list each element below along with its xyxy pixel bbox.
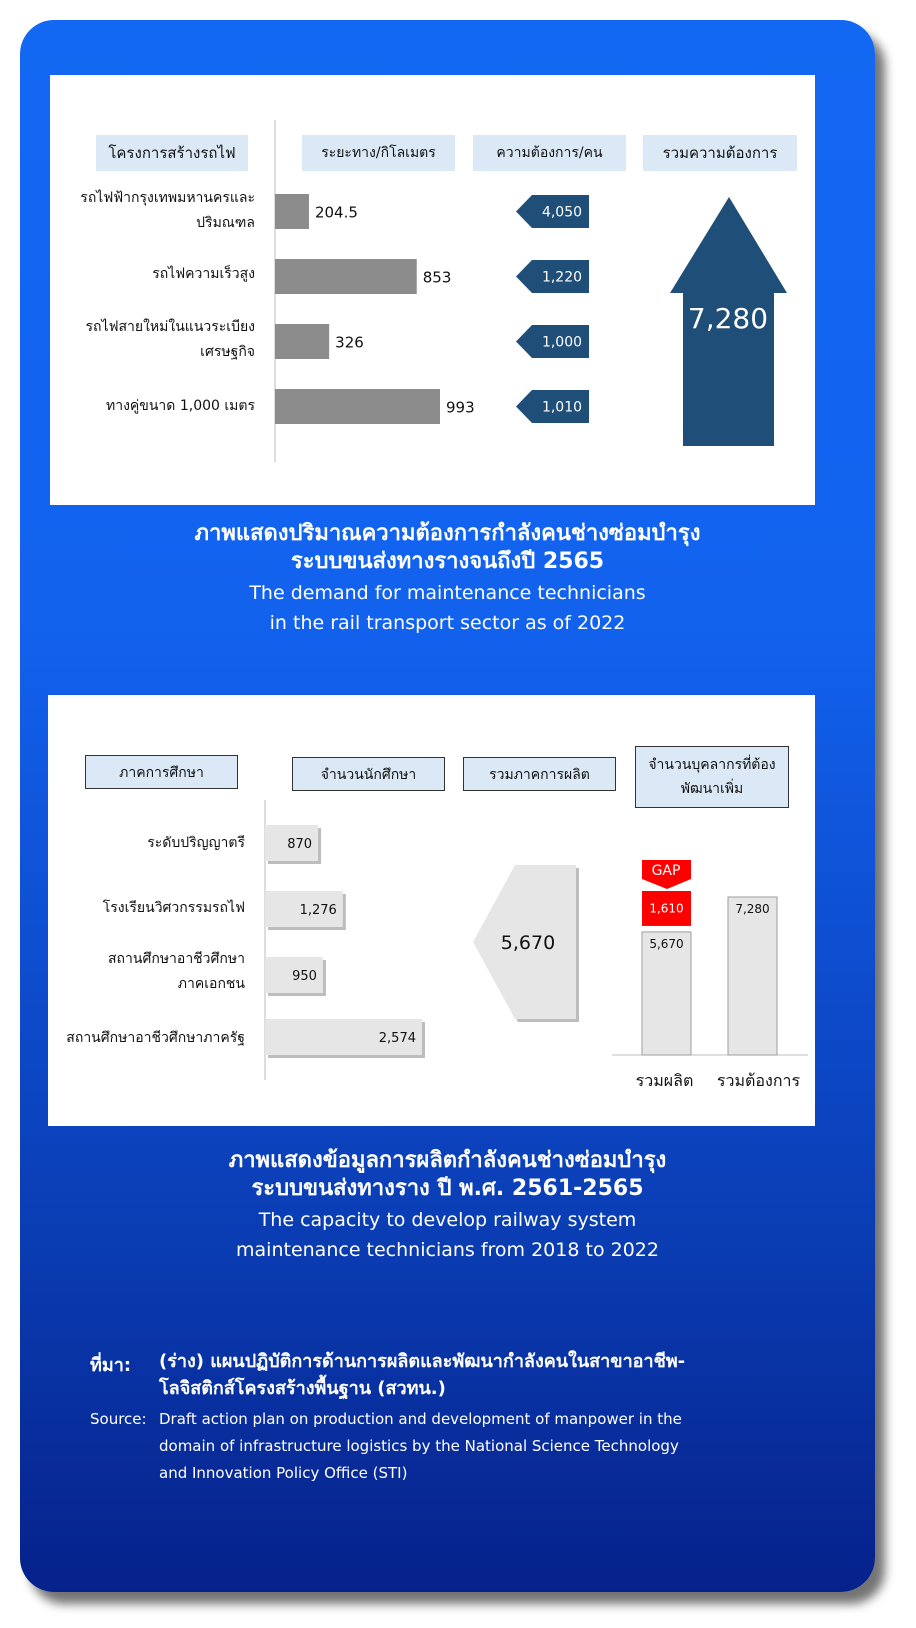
source-line: domain of infrastructure logistics by th… (159, 1437, 679, 1455)
caption-title-en: maintenance technicians from 2018 to 202… (236, 1239, 659, 1261)
caption-title-th: ระบบขนส่งทางรางจนถึงปี 2565 (290, 549, 605, 574)
category-label-line: สถานศึกษาอาชีวศึกษาภาครัฐ (66, 1030, 245, 1046)
source-th-label: ที่มา: (90, 1355, 132, 1376)
caption-title-th: ภาพแสดงข้อมูลการผลิตกำลังคนช่างซ่อมบำรุง (228, 1148, 667, 1173)
header-production-total: รวมภาคการผลิต (463, 757, 616, 791)
category-label-line: ระดับปริญญาตรี (147, 835, 245, 851)
source-line: and Innovation Policy Office (STI) (159, 1464, 408, 1482)
category-label-line: ทางคู่ขนาด 1,000 เมตร (106, 398, 255, 414)
header-projects: โครงการสร้างรถไฟ (96, 135, 248, 171)
source-en-text: Draft action plan on production and deve… (159, 1406, 839, 1487)
category-label: สถานศึกษาอาชีวศึกษาภาครัฐ (30, 1026, 245, 1051)
category-label-line: รถไฟสายใหม่ในแนวระเบียง (85, 319, 255, 335)
category-label-line: ภาคเอกชน (177, 976, 245, 992)
caption-production: ภาพแสดงข้อมูลการผลิตกำลังคนช่างซ่อมบำรุง… (20, 1147, 875, 1265)
header-students: จำนวนนักศึกษา (292, 757, 445, 791)
category-label-line: สถานศึกษาอาชีวศึกษา (108, 951, 245, 967)
caption-title-th: ภาพแสดงปริมาณความต้องการกำลังคนช่างซ่อมบ… (194, 521, 701, 546)
category-label: สถานศึกษาอาชีวศึกษา ภาคเอกชน (55, 947, 245, 997)
category-label: ระดับปริญญาตรี (55, 831, 245, 856)
category-label-line: ปริมณฑล (196, 215, 255, 231)
source-line: Draft action plan on production and deve… (159, 1410, 682, 1428)
header-line: จำนวนบุคลากรที่ต้อง (648, 757, 776, 773)
header-line: พัฒนาเพิ่ม (680, 781, 744, 797)
category-label-line: เศรษฐกิจ (200, 344, 255, 360)
source-en-label: Source: (90, 1410, 147, 1428)
category-label: รถไฟความเร็วสูง (60, 262, 255, 287)
caption-title-th: ระบบขนส่งทางราง ปี พ.ศ. 2561-2565 (251, 1176, 644, 1201)
header-education-sector: ภาคการศึกษา (85, 755, 238, 789)
category-label: รถไฟสายใหม่ในแนวระเบียง เศรษฐกิจ (60, 315, 255, 365)
category-label-line: รถไฟฟ้ากรุงเทพมหานครและ (80, 190, 255, 206)
source-line: (ร่าง) แผนปฏิบัติการด้านการผลิตและพัฒนาก… (159, 1351, 686, 1372)
category-label-line: รถไฟความเร็วสูง (152, 266, 255, 282)
category-label: รถไฟฟ้ากรุงเทพมหานครและ ปริมณฑล (60, 186, 255, 236)
category-label-line: โรงเรียนวิศวกรรมรถไฟ (102, 900, 245, 916)
caption-title-en: in the rail transport sector as of 2022 (269, 612, 626, 634)
source-th-text: (ร่าง) แผนปฏิบัติการด้านการผลิตและพัฒนาก… (159, 1348, 839, 1402)
header-personnel-needed: จำนวนบุคลากรที่ต้อง พัฒนาเพิ่ม (635, 746, 789, 808)
header-demand: ความต้องการ/คน (473, 135, 626, 171)
caption-title-en: The capacity to develop railway system (258, 1209, 637, 1231)
caption-title-en: The demand for maintenance technicians (249, 582, 646, 604)
source-line: โลจิสติกส์โครงสร้างพื้นฐาน (สวทน.) (159, 1378, 446, 1399)
header-total-demand: รวมความต้องการ (643, 135, 797, 171)
category-label: ทางคู่ขนาด 1,000 เมตร (60, 394, 255, 419)
category-label: โรงเรียนวิศวกรรมรถไฟ (55, 896, 245, 921)
caption-demand: ภาพแสดงปริมาณความต้องการกำลังคนช่างซ่อมบ… (20, 520, 875, 638)
header-distance: ระยะทาง/กิโลเมตร (302, 135, 455, 171)
